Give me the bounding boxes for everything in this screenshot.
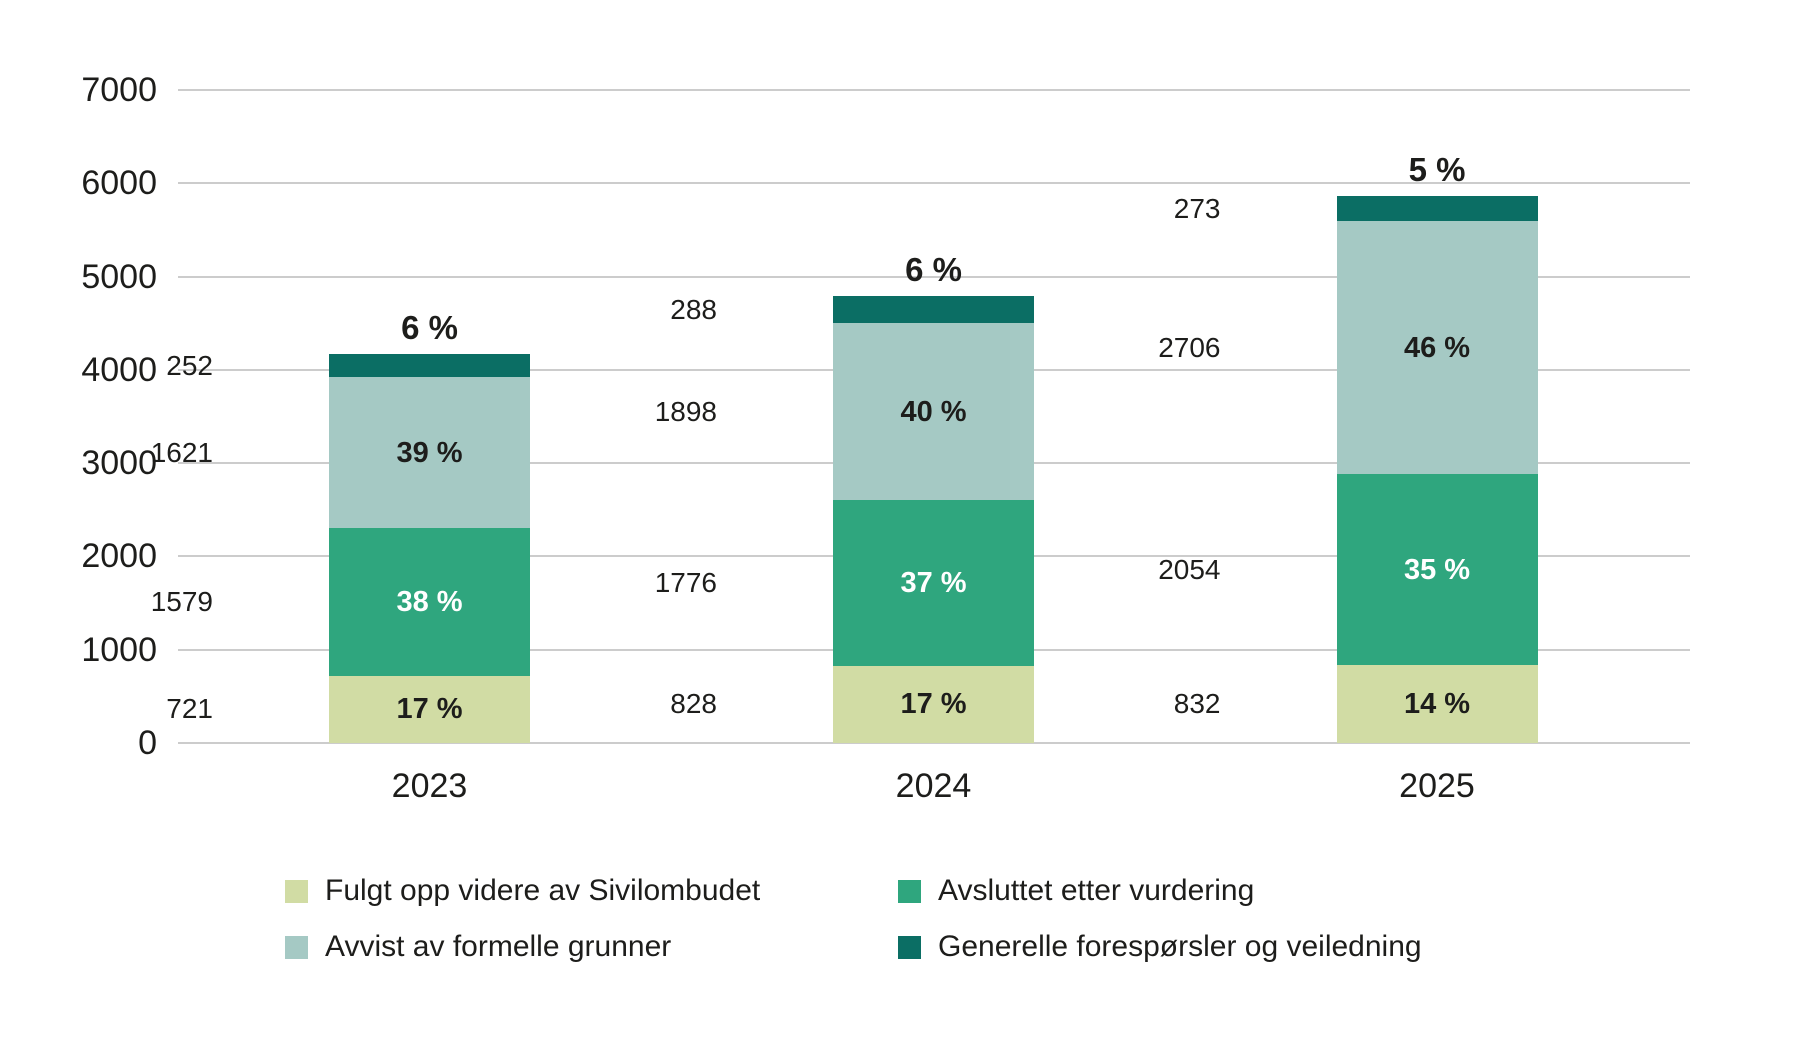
legend-swatch-icon <box>898 879 921 903</box>
y-axis-tick-label: 3000 <box>81 444 157 483</box>
legend-label: Avvist av formelle grunner <box>325 930 672 963</box>
segment-value-label: 1621 <box>150 436 213 468</box>
segment-value-label: 252 <box>166 349 213 381</box>
legend-swatch-icon <box>898 935 921 959</box>
legend-swatch-icon <box>285 879 308 903</box>
gridline <box>178 275 1690 278</box>
bar-segment <box>833 323 1034 501</box>
legend-item: Avvist av formelle grunner <box>285 926 898 968</box>
bar-segment <box>1336 195 1538 222</box>
segment-value-label: 2054 <box>1158 553 1221 585</box>
segment-percent-label: 17 % <box>396 693 463 726</box>
chart-legend: Fulgt opp videre av Sivilombudet Avslutte… <box>285 870 1422 968</box>
y-axis-tick-label: 4000 <box>81 350 157 389</box>
segment-value-label: 288 <box>670 293 717 325</box>
segment-percent-label-above: 6 % <box>905 251 962 289</box>
x-axis-category-label: 2024 <box>895 767 972 805</box>
segment-percent-label: 14 % <box>1403 688 1471 721</box>
segment-value-label: 721 <box>166 693 213 725</box>
legend-label: Fulgt opp videre av Sivilombudet <box>325 874 761 907</box>
bar-segment <box>833 665 1034 743</box>
bar-segment <box>329 675 530 743</box>
legend-item: Avsluttet etter vurdering <box>898 870 1422 912</box>
bar-segment <box>1336 221 1538 474</box>
y-axis-tick-label: 7000 <box>81 71 157 109</box>
bar-segment <box>1336 665 1538 743</box>
y-axis-tick-label: 0 <box>138 724 157 762</box>
bar-segment <box>833 500 1034 666</box>
bar-segment <box>329 353 530 378</box>
gridline <box>178 182 1690 185</box>
y-axis-tick-label: 5000 <box>81 257 157 296</box>
segment-value-label: 273 <box>1173 192 1221 224</box>
legend-item: Generelle forespørsler og veiledning <box>898 926 1422 968</box>
legend-label: Avsluttet etter vurdering <box>938 874 1255 907</box>
segment-percent-label: 35 % <box>1403 553 1471 586</box>
legend-item: Fulgt opp videre av Sivilombudet <box>285 870 898 912</box>
segment-percent-label-above: 5 % <box>1408 150 1466 188</box>
segment-percent-label: 39 % <box>396 436 463 469</box>
y-axis-tick-label: 6000 <box>81 164 157 203</box>
gridline <box>178 742 1690 744</box>
segment-percent-label: 40 % <box>900 395 967 428</box>
legend-label: Generelle forespørsler og veiledning <box>938 930 1422 963</box>
segment-value-label: 832 <box>1173 688 1221 720</box>
segment-percent-label-above: 6 % <box>401 308 458 346</box>
y-axis-tick-label: 1000 <box>81 630 157 669</box>
gridline <box>178 89 1690 91</box>
bar-segment <box>833 296 1034 324</box>
segment-value-label: 1579 <box>150 586 213 618</box>
bar-segment <box>329 528 530 676</box>
y-axis-tick-label: 2000 <box>81 537 157 576</box>
legend-swatch-icon <box>285 935 308 959</box>
bar-segment <box>1336 473 1538 666</box>
segment-value-label: 828 <box>670 688 717 720</box>
segment-percent-label: 46 % <box>1403 331 1471 364</box>
x-axis-category-label: 2025 <box>1399 767 1475 805</box>
segment-percent-label: 37 % <box>900 566 967 599</box>
bar-segment <box>329 377 530 529</box>
segment-value-label: 1776 <box>654 566 717 598</box>
segment-value-label: 2706 <box>1158 331 1221 363</box>
segment-percent-label: 17 % <box>900 688 967 721</box>
segment-percent-label: 38 % <box>396 586 463 619</box>
x-axis-category-label: 2023 <box>391 767 468 805</box>
segment-value-label: 1898 <box>654 395 717 427</box>
